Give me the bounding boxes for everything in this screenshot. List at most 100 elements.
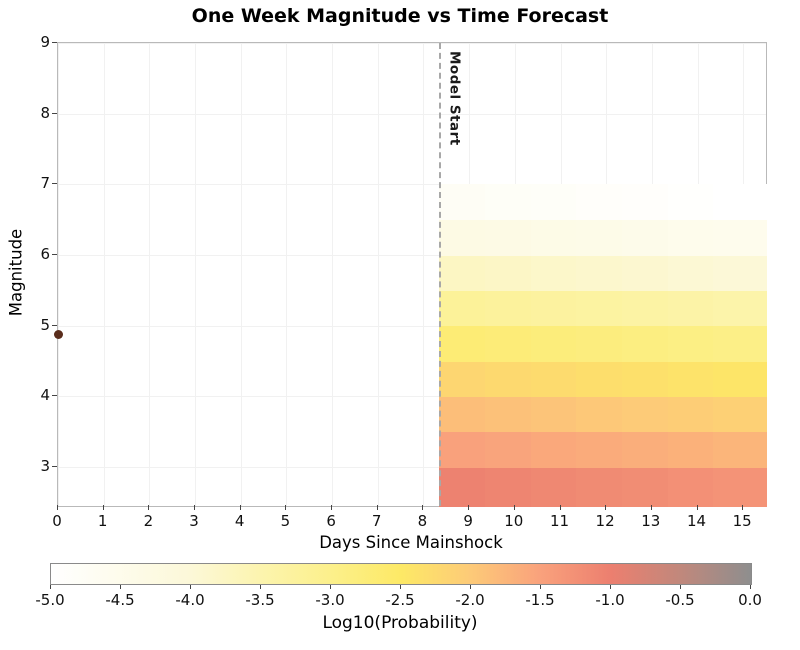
x-tick-label: 11 (549, 512, 570, 530)
colorbar-tick-mark (400, 585, 401, 589)
gridline-horizontal (58, 325, 766, 327)
heatmap-cell (576, 255, 623, 291)
heatmap-cell (667, 219, 715, 256)
gridline-horizontal (58, 396, 766, 398)
heatmap-cell (485, 184, 532, 221)
heatmap-cell (667, 467, 715, 507)
x-tick-label: 1 (97, 512, 108, 530)
heatmap-cell (713, 290, 767, 327)
colorbar-tick-mark (260, 585, 261, 589)
model-start-label: Model Start (446, 51, 463, 146)
heatmap-cell (622, 219, 669, 256)
heatmap-cell (439, 431, 486, 468)
heatmap-cell (667, 396, 715, 433)
heatmap-cell (622, 325, 669, 362)
x-axis-label: Days Since Mainshock (319, 533, 503, 552)
chart-title: One Week Magnitude vs Time Forecast (191, 5, 609, 27)
gridline-vertical (423, 43, 425, 506)
gridline-vertical (332, 43, 334, 506)
heatmap-cell (576, 396, 623, 433)
y-tick-label: 3 (40, 457, 50, 476)
heatmap-cell (713, 184, 767, 221)
gridline-vertical (240, 43, 242, 506)
heatmap-cell (667, 184, 715, 221)
heatmap-cell (439, 467, 486, 507)
colorbar-tick-label: -2.5 (385, 591, 415, 609)
heatmap-cell (439, 396, 486, 433)
colorbar-tick-mark (750, 585, 751, 589)
heatmap-cell (485, 467, 532, 507)
colorbar-tick-label: -3.0 (315, 591, 345, 609)
colorbar-tick-mark (610, 585, 611, 589)
heatmap-cell (485, 219, 532, 256)
heatmap-cell (485, 361, 532, 398)
heatmap-cell (667, 290, 715, 327)
heatmap-cell (713, 431, 767, 468)
heatmap-cell (439, 255, 486, 291)
heatmap-cell (439, 290, 486, 327)
gridline-vertical (195, 43, 196, 506)
y-tick-label: 8 (40, 103, 50, 122)
heatmap-cell (667, 361, 715, 398)
gridline-horizontal (58, 467, 766, 469)
colorbar-label: Log10(Probability) (322, 613, 478, 633)
model-start-line (439, 43, 442, 506)
y-tick-label: 9 (40, 33, 50, 51)
colorbar-tick-label: -3.5 (245, 591, 275, 609)
heatmap-cell (713, 467, 767, 507)
heatmap-cell (576, 290, 623, 327)
heatmap-cell (485, 255, 532, 291)
colorbar-tick-mark (470, 585, 471, 589)
heatmap-cell (439, 219, 486, 256)
heatmap-cell (530, 396, 578, 433)
heatmap-cell (439, 361, 486, 398)
heatmap-cell (713, 219, 767, 256)
colorbar-tick-label: -4.5 (105, 591, 135, 609)
x-tick-label: 8 (417, 512, 428, 530)
plot-area: Model Start (53, 42, 767, 507)
heatmap-cell (713, 325, 767, 362)
heatmap-cell (622, 396, 669, 433)
heatmap-cell (530, 325, 578, 362)
heatmap-cell (576, 219, 623, 256)
x-tick-label: 0 (52, 512, 62, 530)
heatmap (58, 43, 767, 507)
heatmap-cell (622, 431, 669, 468)
x-tick-label: 12 (595, 512, 615, 530)
heatmap-cell (530, 467, 578, 507)
heatmap-cell (622, 467, 669, 507)
heatmap-cell (485, 396, 532, 433)
y-tick-label: 4 (40, 386, 50, 405)
colorbar-tick-label: -2.0 (455, 591, 485, 609)
gridline-vertical (149, 43, 151, 506)
heatmap-cell (439, 184, 486, 221)
x-tick-label: 3 (189, 512, 199, 530)
heatmap-cell (530, 219, 578, 256)
x-tick-label: 5 (280, 512, 291, 530)
heatmap-cell (667, 325, 715, 362)
heatmap-cell (530, 431, 578, 468)
heatmap-cell (622, 255, 669, 291)
x-tick-label: 14 (686, 512, 707, 530)
heatmap-cell (622, 290, 669, 327)
colorbar-tick-mark (680, 585, 681, 589)
gridline-horizontal (58, 113, 766, 115)
gridline-vertical (377, 43, 379, 506)
colorbar-tick-label: -1.0 (595, 591, 625, 609)
heatmap-cell (530, 184, 578, 221)
x-tick-label: 2 (143, 512, 154, 530)
heatmap-cell (713, 255, 767, 291)
colorbar (50, 563, 752, 585)
colorbar-tick-mark (120, 585, 121, 589)
x-tick-label: 10 (504, 512, 524, 530)
heatmap-cell (576, 431, 623, 468)
colorbar-tick-label: -4.0 (175, 591, 205, 609)
heatmap-cell (713, 396, 767, 433)
y-axis-label: Magnitude (6, 228, 26, 317)
gridline-horizontal (58, 255, 766, 257)
heatmap-cell (576, 184, 623, 221)
heatmap-cell (485, 431, 532, 468)
heatmap-cell (713, 361, 767, 398)
colorbar-tick-label: -1.5 (525, 591, 555, 609)
gridline-vertical (286, 43, 288, 506)
